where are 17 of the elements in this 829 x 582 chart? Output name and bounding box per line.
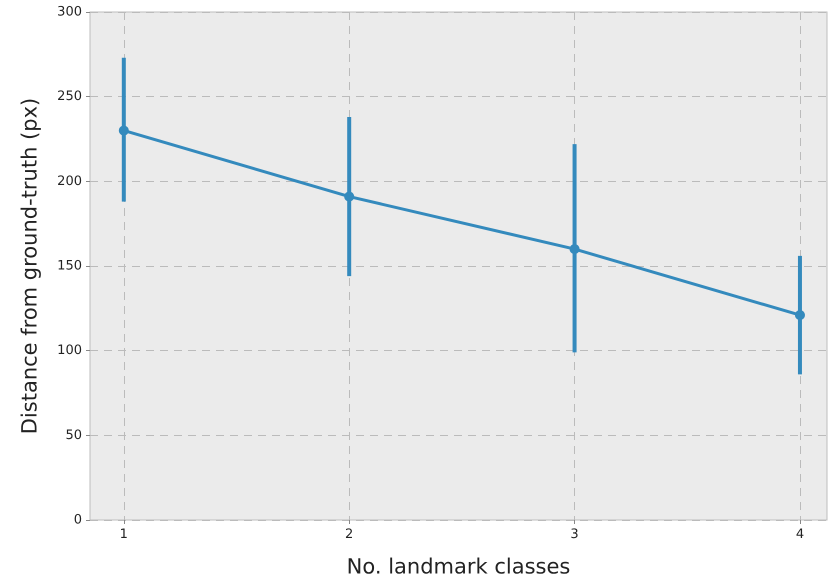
x-tick-label: 4 — [796, 527, 804, 542]
y-tick-label: 0 — [74, 512, 82, 528]
y-tick-label: 200 — [57, 174, 82, 189]
y-axis-title: Distance from ground-truth (px) — [18, 98, 42, 434]
y-tick-label: 300 — [57, 4, 82, 20]
point — [570, 244, 580, 254]
y-tick-label: 100 — [57, 343, 82, 358]
y-tick-label: 50 — [65, 428, 82, 443]
x-tick-label: 2 — [345, 527, 354, 542]
x-axis-title: No. landmark classes — [346, 554, 570, 578]
point — [118, 126, 129, 136]
x-tick-label: 1 — [120, 527, 128, 542]
point — [794, 310, 805, 320]
y-tick-label: 250 — [57, 89, 82, 104]
point — [344, 192, 354, 202]
x-tick-label: 3 — [570, 527, 579, 542]
y-tick-label: 150 — [57, 258, 82, 274]
